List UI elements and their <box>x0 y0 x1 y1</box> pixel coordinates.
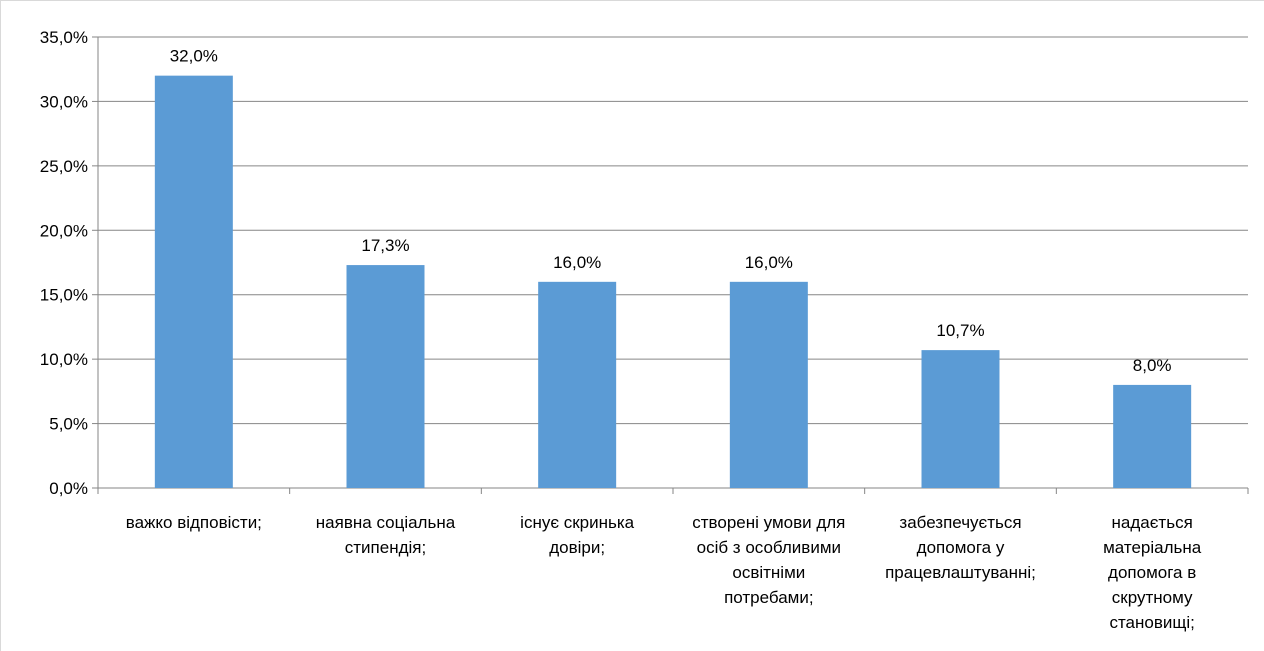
bar <box>1113 384 1192 488</box>
category-label-line: працевлаштуванні; <box>885 563 1036 582</box>
category-label-line: стипендія; <box>345 538 426 557</box>
category-label: забезпечується допомога у працевлаштуванні… <box>885 513 1036 582</box>
category-label-line: надається <box>1112 513 1193 532</box>
bar <box>346 265 425 488</box>
category-label-line: матеріальна <box>1103 538 1202 557</box>
y-tick-label: 0,0% <box>49 479 88 498</box>
bar <box>729 281 808 488</box>
y-tick-label: 5,0% <box>49 415 88 434</box>
category-label-line: наявна соціальна <box>316 513 456 532</box>
y-tick-label: 20,0% <box>40 221 88 240</box>
category-label-line: створені умови для <box>692 513 845 532</box>
category-label: наявна соціальна стипендія; <box>316 513 456 557</box>
category-label: надається матеріальна допомога в скрутному с… <box>1103 513 1202 632</box>
y-tick-label: 15,0% <box>40 286 88 305</box>
category-label-line: освітніми <box>732 563 805 582</box>
category-label-line: допомога у <box>917 538 1005 557</box>
category-label-line: існує скринька <box>520 513 635 532</box>
data-label: 16,0% <box>745 253 793 272</box>
category-label-line: допомога в <box>1108 563 1196 582</box>
bar <box>538 281 617 488</box>
data-label: 17,3% <box>361 236 409 255</box>
category-label-line: важко відповісти; <box>126 513 262 532</box>
category-label: існує скринька довіри; <box>520 513 635 557</box>
data-label: 8,0% <box>1133 356 1172 375</box>
data-label: 32,0% <box>170 47 218 66</box>
y-tick-label: 30,0% <box>40 92 88 111</box>
category-label-line: осіб з особливими <box>697 538 841 557</box>
category-label-line: становищі; <box>1109 613 1194 632</box>
category-label-line: забезпечується <box>899 513 1021 532</box>
category-label: важко відповісти; <box>126 513 262 532</box>
category-label-line: потребами; <box>724 588 814 607</box>
data-label: 16,0% <box>553 253 601 272</box>
data-label: 10,7% <box>936 321 984 340</box>
y-tick-label: 25,0% <box>40 157 88 176</box>
category-label-line: довіри; <box>549 538 605 557</box>
category-label-line: скрутному <box>1112 588 1193 607</box>
y-tick-label: 35,0% <box>40 28 88 47</box>
bar <box>921 350 1000 488</box>
category-label: створені умови для осіб з особливими освіт… <box>692 513 845 607</box>
bar <box>154 75 233 489</box>
y-tick-label: 10,0% <box>40 350 88 369</box>
